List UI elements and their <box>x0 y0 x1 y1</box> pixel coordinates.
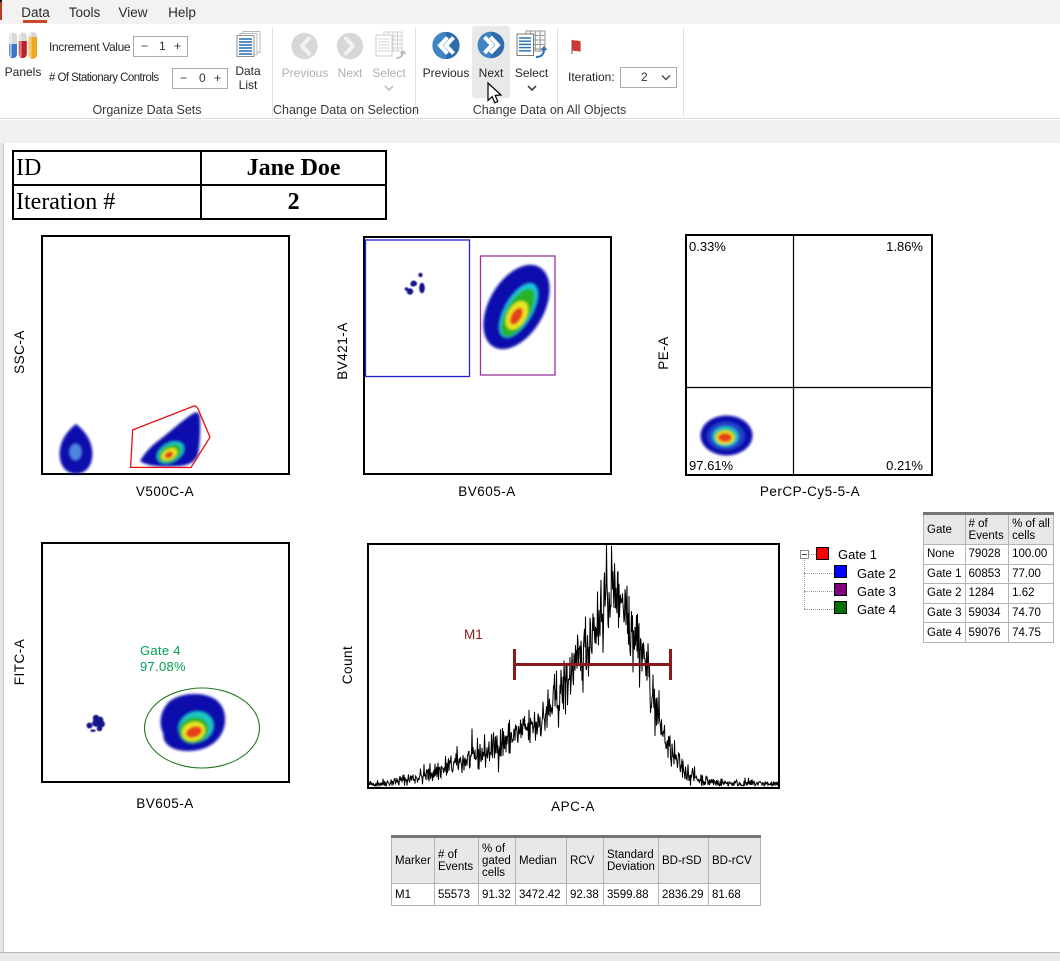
svg-text:0.33%: 0.33% <box>689 239 726 254</box>
svg-text:SSC-A: SSC-A <box>12 330 27 374</box>
svg-text:BV421-A: BV421-A <box>335 322 350 380</box>
svg-text:M1: M1 <box>464 627 483 642</box>
svg-text:BV605-A: BV605-A <box>458 484 516 499</box>
svg-text:97.08%: 97.08% <box>140 659 186 674</box>
svg-text:BV605-A: BV605-A <box>136 796 194 811</box>
svg-text:Count: Count <box>340 646 355 685</box>
svg-text:PerCP-Cy5-5-A: PerCP-Cy5-5-A <box>760 484 860 499</box>
svg-text:0.21%: 0.21% <box>886 458 923 473</box>
svg-text:Gate 4: Gate 4 <box>140 643 181 658</box>
svg-text:1.86%: 1.86% <box>886 239 923 254</box>
svg-text:V500C-A: V500C-A <box>136 484 194 499</box>
svg-text:FITC-A: FITC-A <box>12 639 27 686</box>
svg-text:PE-A: PE-A <box>656 336 671 370</box>
svg-text:APC-A: APC-A <box>551 799 595 814</box>
svg-text:97.61%: 97.61% <box>689 458 734 473</box>
